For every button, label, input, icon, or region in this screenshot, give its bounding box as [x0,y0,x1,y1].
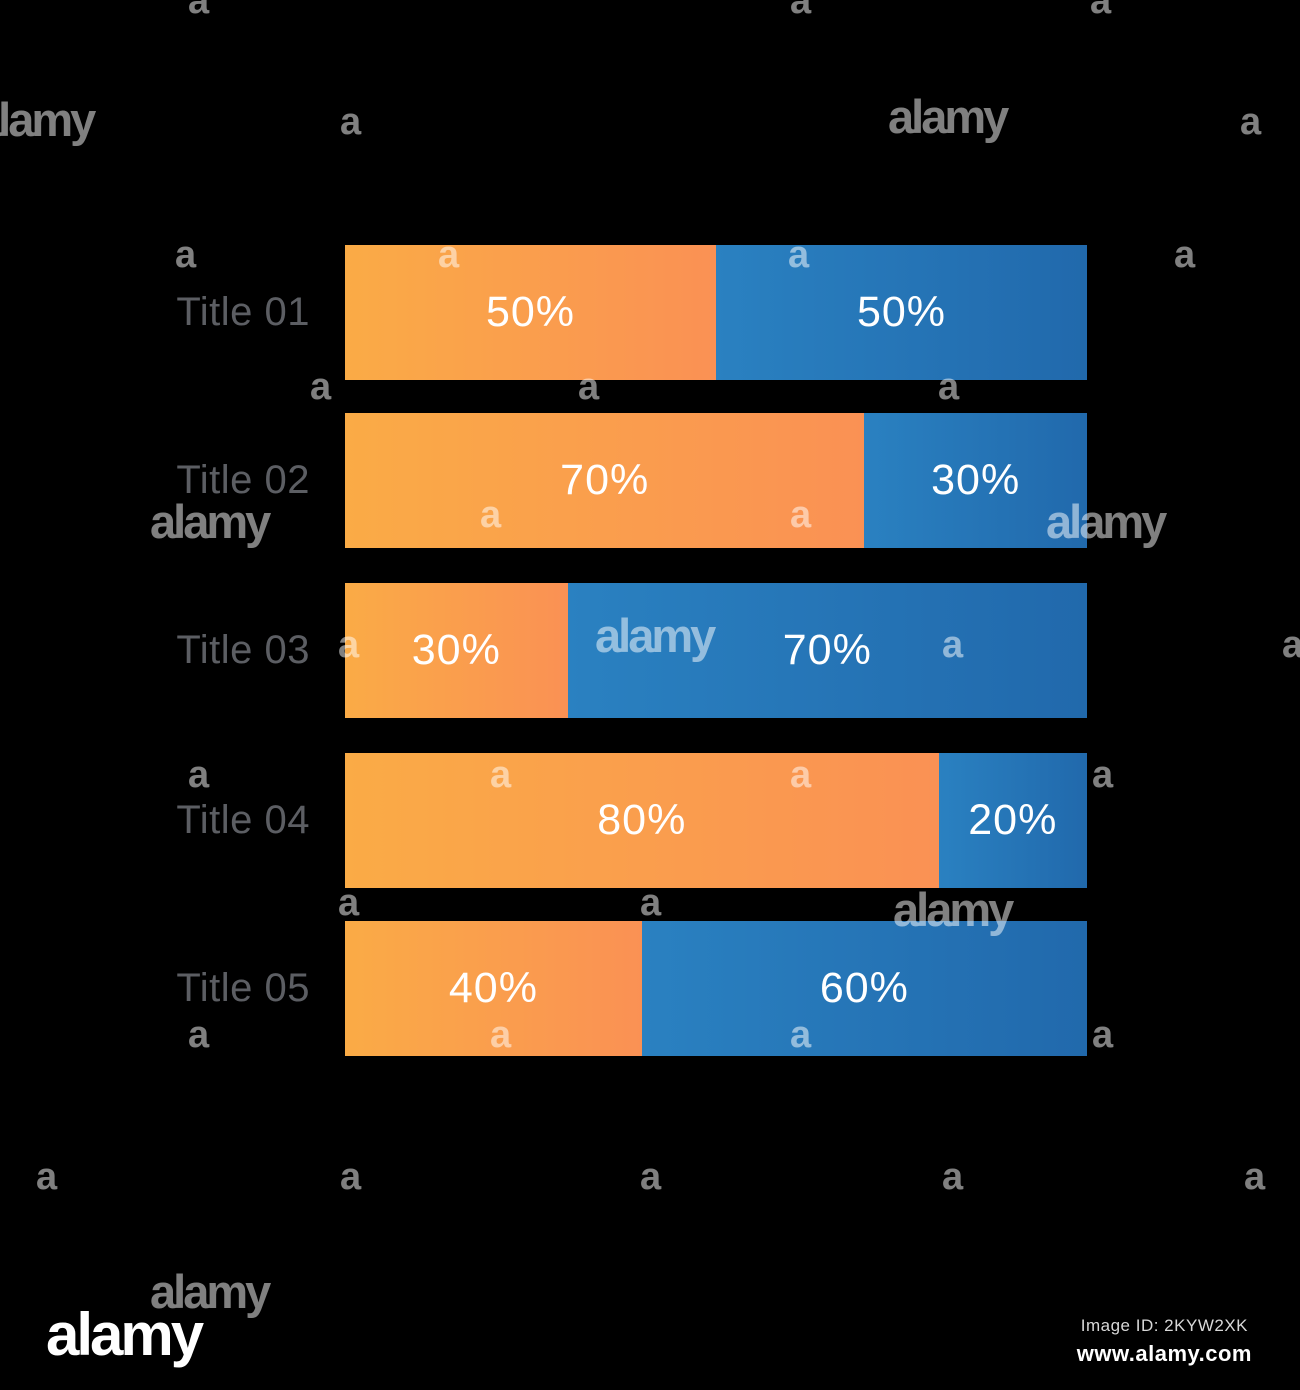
bar-segment-blue: 30% [864,413,1087,548]
value-label: 60% [819,964,909,1012]
image-credit: Image ID: 2KYW2XK www.alamy.com [1077,1316,1252,1367]
value-label: 50% [856,288,947,336]
bar-segment-orange: 80% [345,753,939,888]
bar-row: 70% 30% [345,413,1087,548]
bar-segment-blue: 70% [567,583,1087,718]
bar-row: 40% 60% [345,921,1087,1056]
value-label: 70% [782,626,872,674]
category-label: Title 04 [176,798,310,842]
bar-segment-orange: 40% [345,921,642,1056]
value-label: 30% [411,626,501,674]
bar-segment-orange: 30% [345,583,568,718]
value-label: 20% [968,796,1058,844]
bar-row: 80% 20% [345,753,1087,888]
alamy-url-text: www.alamy.com [1076,1341,1252,1366]
bar-segment-blue: 60% [641,921,1087,1056]
value-label: 70% [560,456,650,504]
category-label: Title 03 [176,628,310,672]
bar-segment-orange: 70% [345,413,865,548]
bar-segment-blue: 20% [938,753,1087,888]
category-label: Title 02 [176,458,310,502]
category-label: Title 01 [176,290,310,334]
value-label: 50% [485,288,576,336]
category-label: Title 05 [176,966,310,1010]
value-label: 30% [931,456,1021,504]
value-label: 40% [448,964,538,1012]
bar-row: 50% 50% [345,245,1087,380]
bar-segment-orange: 50% [345,245,716,380]
image-id-text: Image ID: 2KYW2XK [1080,1316,1248,1335]
bar-row: 30% 70% [345,583,1087,718]
bar-segment-blue: 50% [716,245,1087,380]
alamy-logo: alamy [46,1301,204,1368]
value-label: 80% [597,796,687,844]
